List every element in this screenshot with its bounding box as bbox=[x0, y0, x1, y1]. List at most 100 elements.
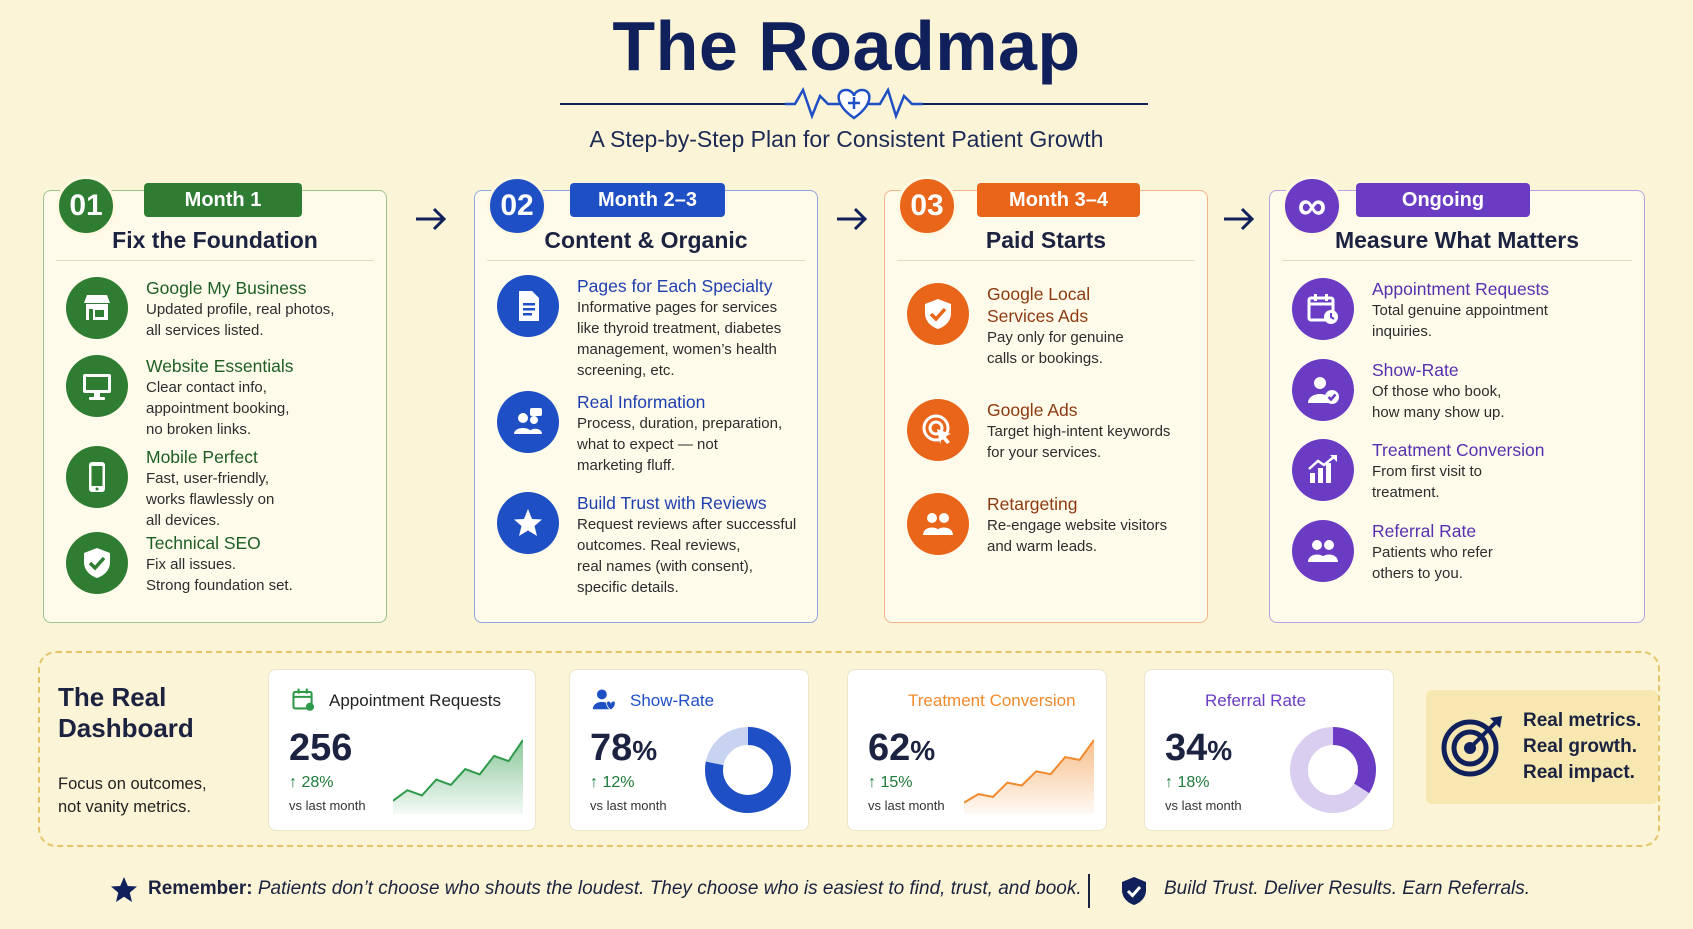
group-icon bbox=[923, 513, 953, 535]
phase-item-description: appointment booking, bbox=[146, 400, 290, 417]
phase-period-pill: Month 1 bbox=[144, 183, 302, 217]
trend-line bbox=[393, 739, 523, 802]
phase-item-heading: Appointment Requests bbox=[1372, 279, 1550, 299]
phase-number-badge: 01 bbox=[56, 176, 116, 236]
metric-change: ↑ 18% bbox=[1165, 774, 1210, 791]
promo-line: Real impact. bbox=[1523, 762, 1635, 783]
phase-title: Fix the Foundation bbox=[112, 227, 318, 253]
smartphone-icon bbox=[89, 462, 105, 492]
phase-item-description: what to expect — not bbox=[577, 436, 718, 453]
metric-card: Referral Rate 34% ↑ 18% vs last month bbox=[1144, 669, 1394, 831]
user-heart-icon bbox=[592, 689, 616, 711]
metric-change: ↑ 28% bbox=[289, 774, 334, 791]
page-title: The Roadmap bbox=[612, 7, 1081, 85]
people-chat-icon bbox=[514, 408, 542, 434]
phase-item-description: and warm leads. bbox=[987, 538, 1098, 555]
phase-item-icon-badge bbox=[497, 492, 559, 554]
phase-item-heading: Referral Rate bbox=[1372, 521, 1477, 541]
phase-item-description: Request reviews after successful bbox=[577, 516, 797, 533]
phase-item-description: Updated profile, real photos, bbox=[146, 301, 335, 318]
phase-card: 02 Month 2–3 Content & Organic Pages for Ea… bbox=[474, 176, 818, 623]
donut-value-arc bbox=[1290, 727, 1376, 813]
metric-trend-chart bbox=[964, 739, 1094, 814]
bar-growth-icon bbox=[871, 688, 896, 712]
metric-change: ↑ 12% bbox=[590, 774, 635, 791]
phase-item-heading: Google My Business bbox=[146, 278, 307, 298]
phase-item-icon-badge bbox=[907, 399, 969, 461]
shield-check-icon bbox=[1122, 877, 1146, 905]
arrow-right-icon bbox=[416, 207, 447, 231]
phase-item-icon-badge bbox=[66, 532, 128, 594]
phase-item-icon-badge bbox=[907, 493, 969, 555]
phase-period-pill: Month 2–3 bbox=[570, 183, 725, 217]
remember-message: Patients don’t choose who shouts the lou… bbox=[257, 878, 1082, 899]
promo-line: Real growth. bbox=[1523, 736, 1638, 757]
phase-divider bbox=[487, 260, 805, 261]
group-icon bbox=[1308, 540, 1338, 562]
phase-title: Paid Starts bbox=[985, 227, 1107, 253]
phase-item-icon-badge bbox=[497, 391, 559, 453]
phase-item-description: how many show up. bbox=[1372, 404, 1505, 421]
phase-item-heading: Build Trust with Reviews bbox=[577, 493, 767, 513]
shield-check-icon bbox=[925, 299, 951, 329]
metric-card: Show-Rate 78% ↑ 12% vs last month bbox=[569, 669, 809, 831]
phase-item-heading: Technical SEO bbox=[146, 533, 261, 553]
phase-item-description: specific details. bbox=[577, 579, 679, 596]
dashboard-subtitle: Focus on outcomes, not vanity metrics. bbox=[58, 775, 207, 816]
star-icon bbox=[514, 509, 542, 536]
calendar-clock-icon bbox=[1307, 294, 1338, 324]
metric-label: Appointment Requests bbox=[329, 691, 501, 710]
phase-card: 03 Month 3–4 Paid Starts Google Local Servic… bbox=[884, 176, 1208, 623]
phase-item-icon-badge bbox=[1292, 520, 1354, 582]
phase-period-pill: Ongoing bbox=[1356, 183, 1530, 217]
phase-item-description: Pay only for genuine bbox=[987, 329, 1124, 346]
phase-item-heading: Pages for Each Specialty bbox=[577, 276, 773, 296]
phase-divider bbox=[897, 260, 1195, 261]
phase-item-description: treatment. bbox=[1372, 484, 1440, 501]
arrow-right-icon bbox=[1224, 207, 1255, 231]
metric-header: Show-Rate bbox=[592, 686, 714, 716]
metric-header: Treatment Conversion bbox=[870, 686, 1076, 716]
phase-item-description: real names (with consent), bbox=[577, 558, 753, 575]
phase-item-icon-badge bbox=[66, 277, 128, 339]
phase-item-icon-badge bbox=[66, 446, 128, 508]
star-icon bbox=[111, 877, 137, 902]
metric-label: Treatment Conversion bbox=[908, 691, 1076, 710]
metric-value: 62% bbox=[868, 727, 936, 769]
phase-item-heading: Show-Rate bbox=[1372, 360, 1459, 380]
metric-donut-chart bbox=[705, 727, 791, 813]
phase-item-description: works flawlessly on bbox=[146, 491, 275, 508]
metric-header: Referral Rate bbox=[1167, 686, 1306, 716]
footer-tagline: Build Trust. Deliver Results. Earn Refer… bbox=[1164, 878, 1531, 899]
dashboard-title: The Real Dashboard bbox=[58, 682, 194, 743]
phase-item-heading: Real Information bbox=[577, 392, 706, 412]
phase-item-description: Re-engage website visitors bbox=[987, 517, 1168, 534]
phase-divider bbox=[1282, 260, 1632, 261]
metric-label: Show-Rate bbox=[630, 691, 715, 710]
phase-item-heading: Services Ads bbox=[987, 306, 1089, 326]
phase-item-description: Fast, user-friendly, bbox=[146, 470, 270, 487]
phase-item-icon-badge bbox=[66, 355, 128, 417]
metric-trend-chart bbox=[393, 739, 523, 814]
phase-item-description: Patients who refer bbox=[1372, 544, 1493, 561]
metric-change: ↑ 15% bbox=[868, 774, 913, 791]
phase-item-description: outcomes. Real reviews, bbox=[577, 537, 741, 554]
phase-item-description: Fix all issues. bbox=[146, 556, 237, 573]
shield-check-icon bbox=[84, 548, 110, 578]
phase-item-description: Of those who book, bbox=[1372, 383, 1502, 400]
phase-item-description: Clear contact info, bbox=[146, 379, 267, 396]
phase-item-icon-badge bbox=[907, 283, 969, 345]
document-icon bbox=[519, 291, 539, 321]
phase-card: ∞ Ongoing Measure What Matters Appointment … bbox=[1269, 176, 1645, 623]
phase-item-description: Process, duration, preparation, bbox=[577, 415, 783, 432]
phase-card: 01 Month 1 Fix the Foundation Google My Bus… bbox=[43, 176, 387, 623]
phase-item-description: marketing fluff. bbox=[577, 457, 676, 474]
monitor-icon bbox=[83, 374, 111, 400]
phase-title: Content & Organic bbox=[544, 227, 748, 253]
phase-item-heading: Website Essentials bbox=[146, 356, 294, 376]
metric-note: vs last month bbox=[868, 798, 945, 813]
remember-text: Remember: Patients don’t choose who shou… bbox=[148, 878, 1082, 900]
phase-item-heading: Google Ads bbox=[987, 400, 1078, 420]
phase-item-description: management, women’s health bbox=[577, 341, 777, 358]
phase-item-description: no broken links. bbox=[146, 421, 252, 438]
